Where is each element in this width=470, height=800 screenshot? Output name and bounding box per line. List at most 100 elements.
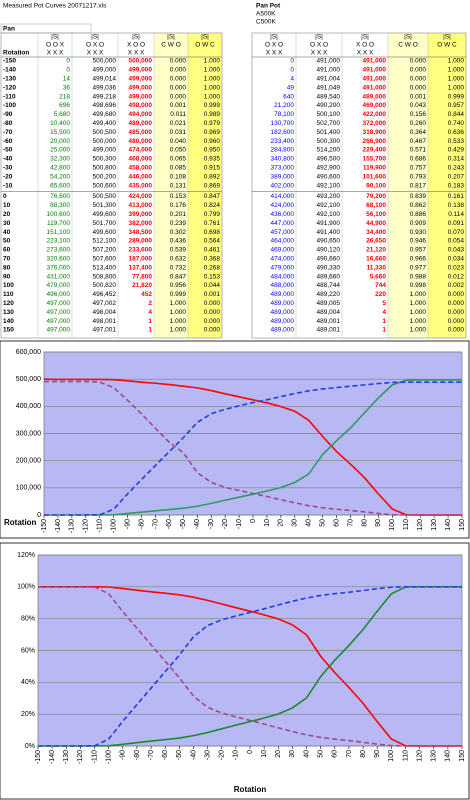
cell: 14 <box>63 76 71 83</box>
cell: 489,000 <box>271 327 295 334</box>
cell: 0.824 <box>204 202 221 209</box>
cell: 4 <box>382 309 386 316</box>
x-tick-label: 120 <box>416 750 423 762</box>
column-header: X X X <box>266 50 283 57</box>
cell: 0.000 <box>204 318 221 325</box>
rotation-cell: -20 <box>3 173 13 180</box>
column-header: X X X <box>128 50 145 57</box>
x-tick-label: -90 <box>120 750 127 760</box>
cell: 458,000 <box>129 165 153 172</box>
y-tick-label: 60% <box>21 647 35 654</box>
x-tick-label: 30 <box>292 519 299 527</box>
x-tick-label: 150 <box>459 519 466 531</box>
y-tick-label: 100,000 <box>16 485 41 492</box>
x-tick-label: -140 <box>55 519 62 533</box>
x-tick-label: 90 <box>374 750 381 758</box>
rotation-cell: -100 <box>3 102 16 109</box>
cell: 1.000 <box>204 76 221 83</box>
cell: 0.636 <box>448 129 465 136</box>
cell: 0.000 <box>204 309 221 316</box>
x-tick-label: 70 <box>347 519 354 527</box>
cell: 491,004 <box>317 76 341 83</box>
x-tick-label: -20 <box>222 519 229 529</box>
cell: 0.183 <box>448 182 465 189</box>
x-tick-label: -100 <box>106 750 113 764</box>
cell: 488,744 <box>317 282 341 289</box>
cell: 0.844 <box>448 111 465 118</box>
cell: 499,218 <box>93 93 117 100</box>
cell: 0.000 <box>170 58 187 65</box>
column-header: X X X <box>357 50 374 57</box>
series-line <box>38 586 462 747</box>
x-tick-label: -50 <box>176 750 183 760</box>
cell: 0.043 <box>410 102 427 109</box>
cell: 0.243 <box>448 165 465 172</box>
x-tick-label: 50 <box>320 519 327 527</box>
cell: 500,200 <box>93 173 117 180</box>
cell: 0.698 <box>204 229 221 236</box>
cell: 0.207 <box>448 173 465 180</box>
cell: 273,600 <box>47 247 71 254</box>
cell: 490,650 <box>317 238 341 245</box>
cell: 318,900 <box>363 129 387 136</box>
cell: 500,500 <box>93 129 117 136</box>
column-header: O X O <box>86 42 104 49</box>
cell: 490,660 <box>317 256 341 263</box>
column-header: |S| <box>91 34 99 41</box>
x-tick-label: -50 <box>180 519 187 529</box>
cell: 500,000 <box>93 138 117 145</box>
cell: 489,000 <box>271 309 295 316</box>
series-line <box>44 381 462 516</box>
cell: 1 <box>148 327 152 334</box>
cell: 0.138 <box>448 202 465 209</box>
x-tick-label: -140 <box>49 750 56 764</box>
cell: 340,800 <box>271 156 295 163</box>
cell: 489,000 <box>271 300 295 307</box>
cell: 36 <box>63 84 71 91</box>
cell: 88,300 <box>50 202 70 209</box>
rotation-cell: 90 <box>3 273 11 280</box>
cell: 1.000 <box>170 309 187 316</box>
cell: 266,900 <box>363 138 387 145</box>
y-tick-label: 20% <box>21 711 35 718</box>
cell: 0.686 <box>410 156 427 163</box>
cell: 0.161 <box>448 193 465 200</box>
cell: 497,000 <box>47 300 71 307</box>
rotation-cell: -40 <box>3 156 13 163</box>
cell: 0.000 <box>170 84 187 91</box>
cell: 0 <box>290 67 294 74</box>
x-tick-label: 130 <box>431 750 438 762</box>
cell: 21,820 <box>132 282 152 289</box>
cell: 491,000 <box>363 76 387 83</box>
cell: 79,200 <box>366 193 386 200</box>
cell: 0.000 <box>410 76 427 83</box>
cell: 499,000 <box>129 67 153 74</box>
cell: 1.000 <box>448 76 465 83</box>
cell: 464,000 <box>271 238 295 245</box>
cell: 0.021 <box>170 120 187 127</box>
column-header: |S| <box>167 34 175 41</box>
cell: 10,400 <box>50 120 70 127</box>
x-tick-label: 70 <box>346 750 353 758</box>
y-tick-label: 100% <box>17 584 35 591</box>
x-tick-label: 140 <box>445 519 452 531</box>
cell: 0.869 <box>204 182 221 189</box>
cell: 500,000 <box>93 58 117 65</box>
cell: 491,049 <box>317 84 341 91</box>
cell: 489,004 <box>317 309 341 316</box>
cell: 500,820 <box>93 282 117 289</box>
cell: 21,120 <box>366 247 386 254</box>
cell: 289,000 <box>129 238 153 245</box>
cell: 0.001 <box>410 93 427 100</box>
cell: 0.429 <box>448 147 465 154</box>
cell: 42,800 <box>50 165 70 172</box>
x-tick-label: 150 <box>459 750 466 762</box>
x-tick-label: -60 <box>166 519 173 529</box>
cell: 100,600 <box>47 211 71 218</box>
x-tick-label: -100 <box>111 519 118 533</box>
cell: 0.539 <box>170 247 187 254</box>
cell: 490,330 <box>317 264 341 271</box>
x-tick-label: -20 <box>219 750 226 760</box>
cell: 0.930 <box>410 229 427 236</box>
cell: 468,000 <box>129 156 153 163</box>
